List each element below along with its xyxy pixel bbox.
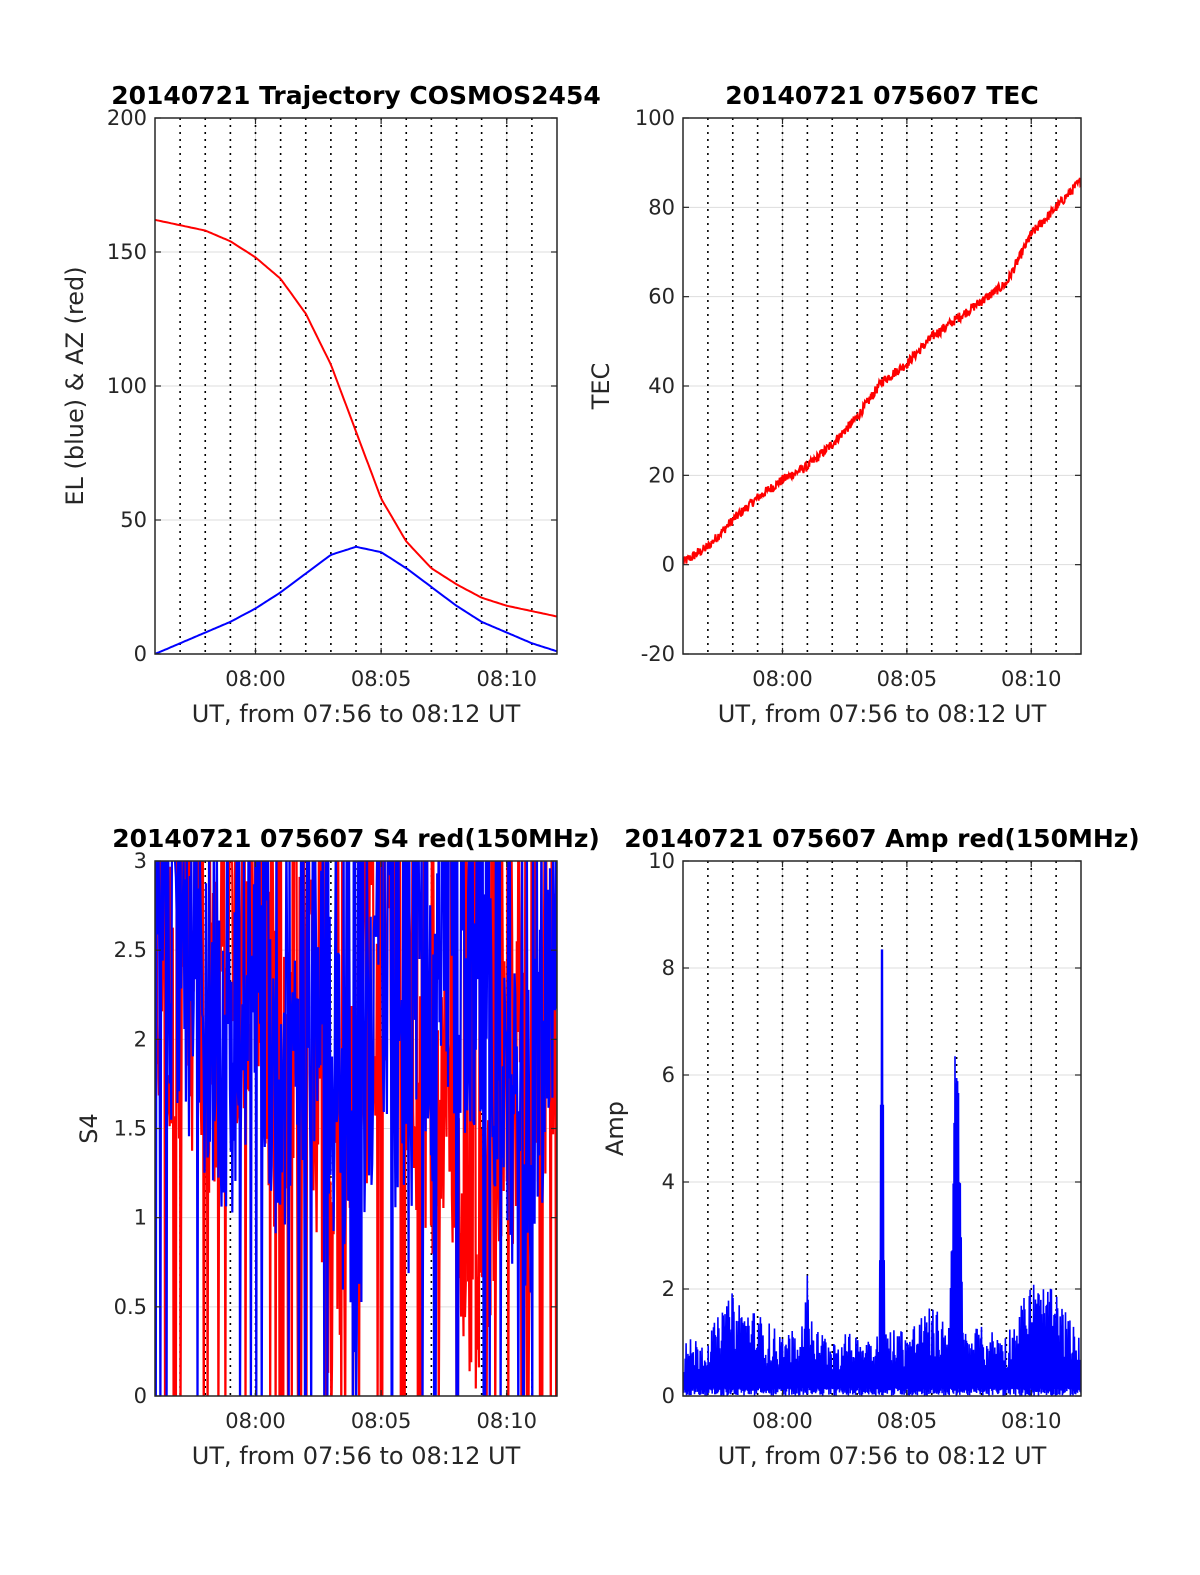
y-tick-label: 60	[648, 285, 675, 309]
y-tick-label: 10	[648, 849, 675, 873]
y-tick-label: 1	[134, 1206, 147, 1230]
x-axis-label: UT, from 07:56 to 08:12 UT	[192, 1442, 521, 1470]
chart-amp: 0 2 4 6 8 10 08:00 08:05 08:10 UT, from 07:56 to …	[601, 824, 1140, 1470]
y-tick-label: 20	[648, 463, 675, 487]
x-tick-label: 08:05	[351, 667, 412, 691]
y-tick-label: 0	[134, 1384, 147, 1408]
y-tick-label: 3	[134, 849, 147, 873]
axes-box	[682, 860, 1082, 1397]
y-tick-label: 2.5	[114, 938, 147, 962]
chart-title: 20140721 Trajectory COSMOS2454	[111, 81, 601, 110]
x-axis-label: UT, from 07:56 to 08:12 UT	[192, 700, 521, 728]
x-tick-label: 08:00	[225, 667, 286, 691]
y-axis-label: EL (blue) & AZ (red)	[61, 266, 89, 505]
x-tick-label: 08:05	[877, 667, 938, 691]
y-tick-label: 200	[107, 106, 147, 130]
y-axis-label: Amp	[601, 1101, 629, 1156]
y-tick-label: 100	[635, 106, 675, 130]
y-tick-label: 0	[134, 642, 147, 666]
chart-s4: 0 0.5 1 1.5 2 2.5 3 08:00 08:05 08:10 UT, from 07:…	[75, 824, 600, 1470]
y-axis-label: S4	[75, 1113, 103, 1144]
y-tick-label: 6	[662, 1063, 675, 1087]
y-tick-label: 1.5	[114, 1117, 147, 1141]
chart-title: 20140721 075607 S4 red(150MHz)	[112, 824, 600, 853]
chart-title: 20140721 075607 Amp red(150MHz)	[624, 824, 1140, 853]
x-axis-label: UT, from 07:56 to 08:12 UT	[718, 700, 1047, 728]
y-tick-label: 8	[662, 956, 675, 980]
y-tick-label: 2	[134, 1027, 147, 1051]
x-tick-label: 08:10	[1001, 667, 1062, 691]
series-az-red	[155, 218, 557, 618]
y-tick-label: -20	[641, 642, 675, 666]
y-tick-label: 4	[662, 1170, 675, 1194]
y-tick-label: 40	[648, 374, 675, 398]
y-axis-label: TEC	[587, 363, 615, 411]
chart-title: 20140721 075607 TEC	[725, 81, 1038, 110]
series-tec	[683, 177, 1081, 565]
y-tick-label: 0.5	[114, 1295, 147, 1319]
x-tick-label: 08:10	[476, 1409, 537, 1433]
y-tick-label: 100	[107, 374, 147, 398]
chart-tec: -20 0 20 40 60 80 100 08:00 08:05 08:10 UT, from 0…	[587, 81, 1082, 728]
y-tick-label: 0	[662, 1384, 675, 1408]
x-tick-label: 08:05	[877, 1409, 938, 1433]
series-amp	[683, 949, 1081, 1396]
x-tick-label: 08:10	[476, 667, 537, 691]
x-axis-label: UT, from 07:56 to 08:12 UT	[718, 1442, 1047, 1470]
y-tick-label: 2	[662, 1277, 675, 1301]
chart-trajectory: 0 50 100 150 200 08:00 08:05 08:10 UT, from 07:5…	[61, 81, 601, 728]
x-tick-label: 08:05	[351, 1409, 412, 1433]
y-tick-label: 0	[662, 553, 675, 577]
series-blue	[155, 861, 557, 1396]
y-tick-label: 50	[120, 508, 147, 532]
series-el-blue	[155, 545, 557, 654]
x-tick-label: 08:00	[752, 1409, 813, 1433]
x-tick-label: 08:10	[1001, 1409, 1062, 1433]
x-tick-label: 08:00	[752, 667, 813, 691]
y-tick-label: 80	[648, 195, 675, 219]
y-tick-label: 150	[107, 240, 147, 264]
x-tick-label: 08:00	[225, 1409, 286, 1433]
